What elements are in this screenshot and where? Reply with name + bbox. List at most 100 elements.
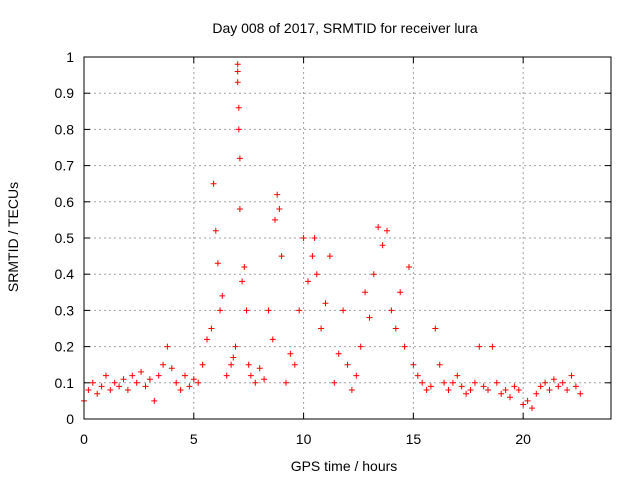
data-point <box>401 343 408 350</box>
data-point <box>98 383 105 390</box>
data-point <box>217 307 224 314</box>
data-point <box>375 224 382 231</box>
data-point <box>278 253 285 260</box>
data-point <box>542 379 549 386</box>
data-point <box>245 361 252 368</box>
x-tick-label: 20 <box>515 431 531 447</box>
data-point <box>524 397 531 404</box>
y-tick-label: 0.8 <box>55 121 75 137</box>
data-point <box>190 376 197 383</box>
data-point <box>366 314 373 321</box>
data-point <box>546 387 553 393</box>
data-point <box>550 376 557 383</box>
y-tick-label: 1 <box>66 49 74 65</box>
data-point <box>195 379 202 386</box>
data-point <box>124 387 131 393</box>
data-point <box>120 376 127 383</box>
data-point <box>427 383 434 390</box>
data-point <box>357 343 364 350</box>
data-point <box>471 379 478 386</box>
data-point <box>507 394 513 401</box>
data-point <box>311 235 318 241</box>
y-tick-label: 0.9 <box>55 85 75 101</box>
data-point <box>577 390 584 397</box>
x-tick-label: 0 <box>80 431 88 447</box>
grid <box>84 57 611 419</box>
data-point <box>236 155 243 162</box>
data-point <box>493 379 500 386</box>
data-point <box>85 387 92 393</box>
data-point <box>322 300 329 307</box>
y-tick-label: 0.5 <box>55 230 75 246</box>
data-point <box>555 383 562 390</box>
data-point <box>348 387 355 393</box>
data-point <box>177 387 184 393</box>
data-point <box>138 368 145 375</box>
data-point <box>436 361 443 368</box>
data-point <box>564 387 571 393</box>
data-point <box>463 390 470 397</box>
data-point <box>269 336 276 343</box>
data-point <box>414 372 421 379</box>
data-point <box>276 206 283 212</box>
data-point <box>331 379 338 386</box>
data-point <box>449 379 456 386</box>
y-tick-label: 0.6 <box>55 194 75 210</box>
data-point <box>228 361 235 368</box>
x-tick-label: 5 <box>190 431 198 447</box>
data-point <box>318 325 325 332</box>
data-point <box>230 354 237 361</box>
data-point <box>454 372 461 379</box>
data-point <box>212 227 219 234</box>
data-point <box>94 390 101 397</box>
data-point <box>291 361 298 368</box>
data-point <box>235 126 242 133</box>
data-point <box>265 307 272 314</box>
x-tick-label: 15 <box>406 431 422 447</box>
data-point <box>142 383 149 390</box>
plot-frame <box>83 56 612 420</box>
data-point <box>151 397 158 404</box>
data-point <box>370 271 377 278</box>
data-point <box>261 376 268 383</box>
y-tick-label: 0.2 <box>55 339 75 355</box>
data-point <box>186 383 193 390</box>
data-point <box>232 343 239 350</box>
data-point <box>441 379 448 386</box>
data-point <box>520 401 527 408</box>
data-point <box>515 387 522 393</box>
data-point <box>173 379 180 386</box>
data-point <box>397 289 404 296</box>
data-point <box>236 206 243 212</box>
data-point <box>234 79 241 86</box>
data-point <box>476 343 483 350</box>
data-point <box>274 191 281 198</box>
data-point <box>458 383 465 390</box>
data-point <box>406 264 412 270</box>
y-axis-label: SRMTID / TECUs <box>5 182 21 292</box>
chart-title: Day 008 of 2017, SRMTID for receiver lur… <box>212 20 478 36</box>
data-point <box>353 372 360 379</box>
data-point <box>529 405 535 412</box>
data-point <box>234 61 241 68</box>
plot-area <box>81 61 584 412</box>
data-point <box>243 307 250 314</box>
data-point <box>572 383 579 390</box>
data-point <box>239 278 246 285</box>
data-point <box>103 372 109 379</box>
data-point <box>300 235 307 241</box>
data-point <box>344 361 351 368</box>
data-point <box>296 307 303 314</box>
data-point <box>511 383 518 390</box>
data-point <box>379 242 386 249</box>
data-point <box>335 350 342 357</box>
data-point <box>116 383 123 390</box>
data-point <box>533 390 540 397</box>
data-point <box>133 379 140 386</box>
data-point <box>223 372 230 379</box>
data-point <box>392 325 399 332</box>
data-point <box>537 383 544 390</box>
data-point <box>107 387 114 393</box>
data-point <box>502 387 509 393</box>
